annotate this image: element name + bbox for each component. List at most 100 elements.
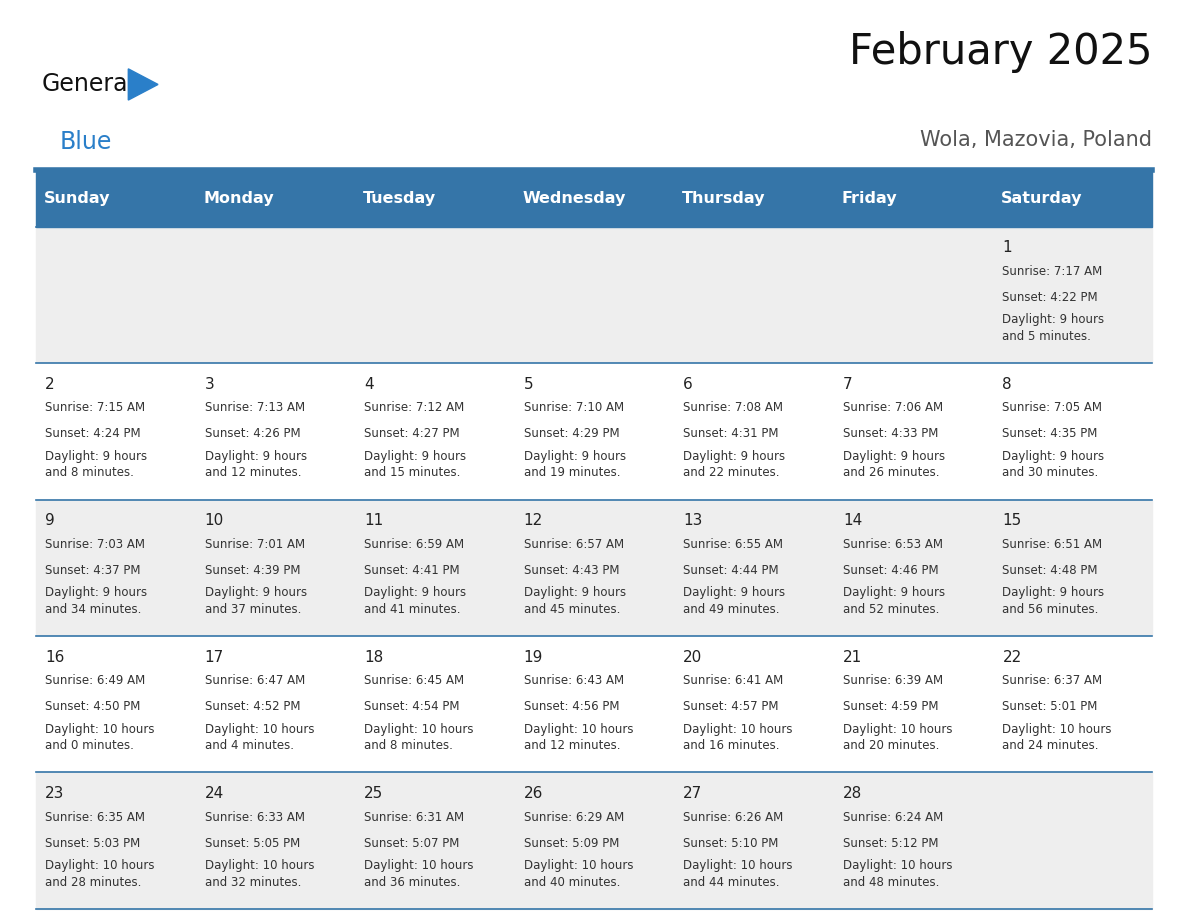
Text: Sunrise: 6:39 AM: Sunrise: 6:39 AM <box>842 674 943 688</box>
Text: 6: 6 <box>683 376 693 392</box>
Text: Daylight: 9 hours
and 49 minutes.: Daylight: 9 hours and 49 minutes. <box>683 587 785 616</box>
Text: 7: 7 <box>842 376 853 392</box>
Text: Sunset: 4:56 PM: Sunset: 4:56 PM <box>524 700 619 713</box>
Text: Daylight: 10 hours
and 36 minutes.: Daylight: 10 hours and 36 minutes. <box>365 859 474 889</box>
Text: 25: 25 <box>365 786 384 801</box>
Text: Sunrise: 6:29 AM: Sunrise: 6:29 AM <box>524 811 624 823</box>
Text: Daylight: 9 hours
and 52 minutes.: Daylight: 9 hours and 52 minutes. <box>842 587 944 616</box>
Text: 1: 1 <box>1003 241 1012 255</box>
Text: Daylight: 9 hours
and 37 minutes.: Daylight: 9 hours and 37 minutes. <box>204 587 307 616</box>
Text: Daylight: 9 hours
and 12 minutes.: Daylight: 9 hours and 12 minutes. <box>204 450 307 479</box>
Text: Blue: Blue <box>59 130 112 154</box>
Text: Wola, Mazovia, Poland: Wola, Mazovia, Poland <box>921 129 1152 150</box>
Text: Sunset: 5:12 PM: Sunset: 5:12 PM <box>842 836 939 849</box>
Text: Sunrise: 6:59 AM: Sunrise: 6:59 AM <box>365 538 465 551</box>
Text: Daylight: 9 hours
and 8 minutes.: Daylight: 9 hours and 8 minutes. <box>45 450 147 479</box>
Text: Sunrise: 6:47 AM: Sunrise: 6:47 AM <box>204 674 305 688</box>
Text: Daylight: 10 hours
and 40 minutes.: Daylight: 10 hours and 40 minutes. <box>524 859 633 889</box>
Text: Sunset: 4:44 PM: Sunset: 4:44 PM <box>683 564 779 577</box>
Text: 22: 22 <box>1003 650 1022 665</box>
Text: Saturday: Saturday <box>1000 191 1082 206</box>
Text: Sunrise: 6:57 AM: Sunrise: 6:57 AM <box>524 538 624 551</box>
Text: Sunrise: 6:55 AM: Sunrise: 6:55 AM <box>683 538 783 551</box>
Text: 14: 14 <box>842 513 862 528</box>
Text: Sunrise: 7:05 AM: Sunrise: 7:05 AM <box>1003 401 1102 414</box>
Text: Sunset: 4:46 PM: Sunset: 4:46 PM <box>842 564 939 577</box>
Bar <box>36 772 1152 909</box>
Text: Daylight: 9 hours
and 45 minutes.: Daylight: 9 hours and 45 minutes. <box>524 587 626 616</box>
Bar <box>36 227 1152 364</box>
Polygon shape <box>128 69 158 100</box>
Text: February 2025: February 2025 <box>849 31 1152 73</box>
Text: Sunset: 4:33 PM: Sunset: 4:33 PM <box>842 427 939 441</box>
Text: 16: 16 <box>45 650 64 665</box>
Text: Sunrise: 7:12 AM: Sunrise: 7:12 AM <box>365 401 465 414</box>
Text: Sunset: 5:03 PM: Sunset: 5:03 PM <box>45 836 140 849</box>
Text: Sunrise: 7:17 AM: Sunrise: 7:17 AM <box>1003 265 1102 278</box>
Text: 20: 20 <box>683 650 702 665</box>
Text: Sunrise: 6:24 AM: Sunrise: 6:24 AM <box>842 811 943 823</box>
Text: Sunset: 4:48 PM: Sunset: 4:48 PM <box>1003 564 1098 577</box>
Text: Sunrise: 7:01 AM: Sunrise: 7:01 AM <box>204 538 305 551</box>
Text: 15: 15 <box>1003 513 1022 528</box>
Text: Daylight: 9 hours
and 5 minutes.: Daylight: 9 hours and 5 minutes. <box>1003 313 1105 342</box>
Text: Sunset: 4:35 PM: Sunset: 4:35 PM <box>1003 427 1098 441</box>
Bar <box>36 364 1152 499</box>
Text: 3: 3 <box>204 376 215 392</box>
Text: Sunset: 4:54 PM: Sunset: 4:54 PM <box>365 700 460 713</box>
Text: 12: 12 <box>524 513 543 528</box>
Text: 4: 4 <box>365 376 374 392</box>
Text: 2: 2 <box>45 376 55 392</box>
Text: Sunrise: 6:51 AM: Sunrise: 6:51 AM <box>1003 538 1102 551</box>
Text: Sunrise: 7:06 AM: Sunrise: 7:06 AM <box>842 401 943 414</box>
Text: Sunset: 5:05 PM: Sunset: 5:05 PM <box>204 836 301 849</box>
Text: 27: 27 <box>683 786 702 801</box>
Text: Sunrise: 6:37 AM: Sunrise: 6:37 AM <box>1003 674 1102 688</box>
Text: Sunrise: 7:15 AM: Sunrise: 7:15 AM <box>45 401 145 414</box>
Text: Daylight: 10 hours
and 28 minutes.: Daylight: 10 hours and 28 minutes. <box>45 859 154 889</box>
Text: Sunday: Sunday <box>44 191 110 206</box>
Text: Sunrise: 7:08 AM: Sunrise: 7:08 AM <box>683 401 783 414</box>
Text: Sunset: 4:50 PM: Sunset: 4:50 PM <box>45 700 140 713</box>
Text: Daylight: 10 hours
and 0 minutes.: Daylight: 10 hours and 0 minutes. <box>45 722 154 752</box>
Text: Sunset: 4:52 PM: Sunset: 4:52 PM <box>204 700 301 713</box>
Bar <box>36 636 1152 772</box>
Text: Daylight: 9 hours
and 19 minutes.: Daylight: 9 hours and 19 minutes. <box>524 450 626 479</box>
Text: Sunset: 5:01 PM: Sunset: 5:01 PM <box>1003 700 1098 713</box>
Text: 13: 13 <box>683 513 703 528</box>
Text: Daylight: 10 hours
and 16 minutes.: Daylight: 10 hours and 16 minutes. <box>683 722 792 752</box>
Text: 11: 11 <box>365 513 384 528</box>
Text: Daylight: 9 hours
and 26 minutes.: Daylight: 9 hours and 26 minutes. <box>842 450 944 479</box>
Text: Daylight: 10 hours
and 4 minutes.: Daylight: 10 hours and 4 minutes. <box>204 722 315 752</box>
Text: Sunset: 4:39 PM: Sunset: 4:39 PM <box>204 564 301 577</box>
Text: Sunset: 4:59 PM: Sunset: 4:59 PM <box>842 700 939 713</box>
Bar <box>36 499 1152 636</box>
Text: Sunrise: 6:41 AM: Sunrise: 6:41 AM <box>683 674 784 688</box>
Text: 19: 19 <box>524 650 543 665</box>
Bar <box>36 170 1152 227</box>
Text: Sunset: 4:31 PM: Sunset: 4:31 PM <box>683 427 779 441</box>
Text: 5: 5 <box>524 376 533 392</box>
Text: 28: 28 <box>842 786 862 801</box>
Text: 26: 26 <box>524 786 543 801</box>
Text: 18: 18 <box>365 650 384 665</box>
Text: Sunrise: 6:26 AM: Sunrise: 6:26 AM <box>683 811 784 823</box>
Text: Monday: Monday <box>203 191 273 206</box>
Text: 10: 10 <box>204 513 225 528</box>
Text: 8: 8 <box>1003 376 1012 392</box>
Text: Sunset: 4:26 PM: Sunset: 4:26 PM <box>204 427 301 441</box>
Text: Tuesday: Tuesday <box>362 191 436 206</box>
Text: Daylight: 10 hours
and 48 minutes.: Daylight: 10 hours and 48 minutes. <box>842 859 953 889</box>
Text: Daylight: 9 hours
and 30 minutes.: Daylight: 9 hours and 30 minutes. <box>1003 450 1105 479</box>
Text: Sunrise: 6:43 AM: Sunrise: 6:43 AM <box>524 674 624 688</box>
Text: Daylight: 9 hours
and 34 minutes.: Daylight: 9 hours and 34 minutes. <box>45 587 147 616</box>
Text: 9: 9 <box>45 513 55 528</box>
Text: Daylight: 9 hours
and 56 minutes.: Daylight: 9 hours and 56 minutes. <box>1003 587 1105 616</box>
Text: Sunset: 4:43 PM: Sunset: 4:43 PM <box>524 564 619 577</box>
Text: Daylight: 10 hours
and 44 minutes.: Daylight: 10 hours and 44 minutes. <box>683 859 792 889</box>
Text: Daylight: 9 hours
and 22 minutes.: Daylight: 9 hours and 22 minutes. <box>683 450 785 479</box>
Text: Sunrise: 6:45 AM: Sunrise: 6:45 AM <box>365 674 465 688</box>
Text: Sunset: 4:27 PM: Sunset: 4:27 PM <box>365 427 460 441</box>
Text: General: General <box>42 73 134 96</box>
Text: 24: 24 <box>204 786 225 801</box>
